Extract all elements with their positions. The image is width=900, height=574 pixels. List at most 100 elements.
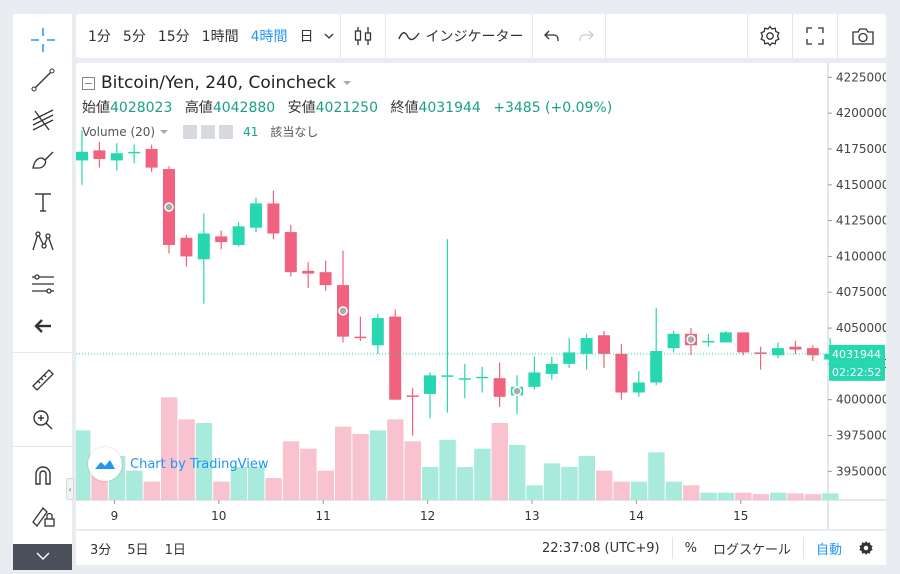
time-tick-label: 10 (211, 509, 226, 523)
toolbar-divider (384, 14, 386, 58)
volume-bar (195, 423, 213, 500)
candle-body (284, 232, 297, 273)
more-tools-icon[interactable] (13, 544, 72, 570)
candle-body (110, 153, 123, 161)
countdown-tag (829, 362, 885, 381)
event-marker-dot (338, 306, 348, 316)
volume-bar (439, 439, 456, 500)
volume-bar (369, 430, 387, 500)
candle-body (737, 332, 750, 353)
interval-1d[interactable]: 日 (299, 29, 314, 45)
volume-bar (76, 430, 91, 500)
collapse-legend-icon[interactable] (82, 76, 95, 90)
settings-small-icon[interactable] (201, 124, 216, 139)
brush-icon[interactable] (13, 142, 72, 178)
time-tick-label: 14 (629, 509, 644, 523)
range-1d[interactable]: 1日 (164, 542, 186, 558)
range-5d[interactable]: 5日 (127, 542, 149, 558)
range-3m[interactable]: 3分 (90, 542, 112, 558)
candle-body (545, 363, 558, 374)
candle-body (632, 382, 645, 393)
price-tick-label: 4200000 (836, 106, 886, 120)
price-tick-label: 4100000 (836, 249, 886, 263)
candle-body (250, 203, 262, 228)
volume-dropdown-chevron-icon[interactable] (159, 128, 169, 136)
lock-drawing-icon[interactable] (13, 498, 72, 534)
candle-body (406, 395, 419, 397)
clock-time[interactable]: 22:37:08 (UTC+9) (542, 540, 660, 556)
candlestick-chart[interactable]: 3950000397500040000004025000405000040750… (76, 63, 886, 529)
pitchfork-icon[interactable] (13, 102, 72, 138)
volume-bar (143, 481, 160, 500)
volume-bar (752, 494, 769, 500)
indicators-wave-icon (397, 32, 420, 41)
interval-1h[interactable]: 1時間 (201, 29, 239, 45)
interval-5m[interactable]: 5分 (122, 29, 146, 45)
back-arrow-icon[interactable] (13, 308, 72, 344)
candle-style-icon[interactable] (343, 14, 383, 58)
tradingview-watermark[interactable]: Chart by TradingView (88, 446, 268, 482)
event-marker-dot (164, 202, 174, 212)
candle-body (441, 375, 454, 377)
pattern-icon[interactable] (13, 224, 72, 260)
volume-bar (717, 492, 735, 500)
legend-title-row: Bitcoin/Yen, 240, Coincheck (82, 73, 620, 93)
interval-15m[interactable]: 15分 (157, 29, 190, 45)
price-tick-label: 4225000 (836, 70, 886, 84)
candle-body (128, 151, 141, 154)
bottom-divider (671, 537, 673, 559)
bottom-toolbar: 3分 5日 1日 22:37:08 (UTC+9) % ログスケール 自動 (76, 531, 886, 565)
candle-body (267, 203, 280, 234)
volume-bar (422, 467, 439, 500)
low-value: 4021250 (315, 100, 378, 116)
price-tick-label: 3975000 (836, 429, 886, 443)
undo-icon[interactable] (535, 14, 569, 58)
collapse-toolbar-button[interactable]: ‹ (66, 478, 74, 500)
settings-gear-icon[interactable] (750, 14, 790, 58)
interval-1m[interactable]: 1分 (88, 29, 111, 45)
bottom-divider (802, 537, 804, 559)
symbol-title[interactable]: Bitcoin/Yen, 240, Coincheck (101, 73, 336, 93)
time-tick-label: 13 (524, 509, 539, 523)
toolbar-divider (792, 14, 793, 58)
redo-icon[interactable] (569, 14, 603, 58)
symbol-dropdown-chevron-icon[interactable] (342, 79, 352, 87)
remove-x-icon[interactable] (219, 124, 234, 139)
volume-na-text: 該当なし (270, 125, 319, 139)
last-price-label: 4031944 (832, 348, 881, 361)
crosshair-icon[interactable] (13, 22, 72, 58)
text-tool-icon[interactable] (13, 184, 72, 220)
log-scale-toggle[interactable]: ログスケール (712, 542, 791, 558)
toolbar-divider (747, 14, 748, 58)
volume-bar (526, 485, 543, 500)
magnet-icon[interactable] (13, 458, 72, 494)
candle-body (371, 318, 384, 346)
volume-bar (300, 448, 317, 500)
time-tick-label: 15 (733, 509, 748, 523)
price-tick-label: 4125000 (836, 214, 886, 228)
chart-settings-gear-icon[interactable] (850, 531, 886, 565)
fullscreen-icon[interactable] (795, 14, 835, 58)
price-tick-label: 3950000 (836, 464, 886, 478)
volume-label[interactable]: Volume (20) (82, 124, 156, 139)
toolbar-divider (13, 446, 72, 447)
zoom-in-icon[interactable] (13, 402, 72, 438)
toolbar-divider (604, 14, 606, 58)
visibility-eye-icon[interactable] (183, 124, 198, 139)
auto-scale-toggle[interactable]: 自動 (815, 542, 842, 558)
volume-bar (230, 467, 247, 500)
candle-body (528, 372, 541, 387)
camera-snapshot-icon[interactable] (840, 14, 886, 58)
trend-line-icon[interactable] (13, 62, 72, 98)
interval-4h[interactable]: 4時間 (250, 29, 288, 45)
candle-body (319, 272, 332, 286)
ruler-icon[interactable] (13, 362, 72, 398)
high-label: 高値 (184, 100, 213, 116)
interval-dropdown-chevron-icon[interactable] (320, 14, 338, 58)
chart-legend: Bitcoin/Yen, 240, Coincheck 始値4028023 高値… (82, 73, 620, 140)
percent-toggle[interactable]: % (684, 540, 697, 556)
indicators-button[interactable]: インジケーター (388, 14, 530, 58)
fib-icon[interactable] (13, 266, 72, 302)
chart-panel[interactable]: 3950000397500040000004025000405000040750… (76, 63, 886, 529)
volume-legend-row: Volume (20) 41 該当なし (82, 123, 620, 140)
